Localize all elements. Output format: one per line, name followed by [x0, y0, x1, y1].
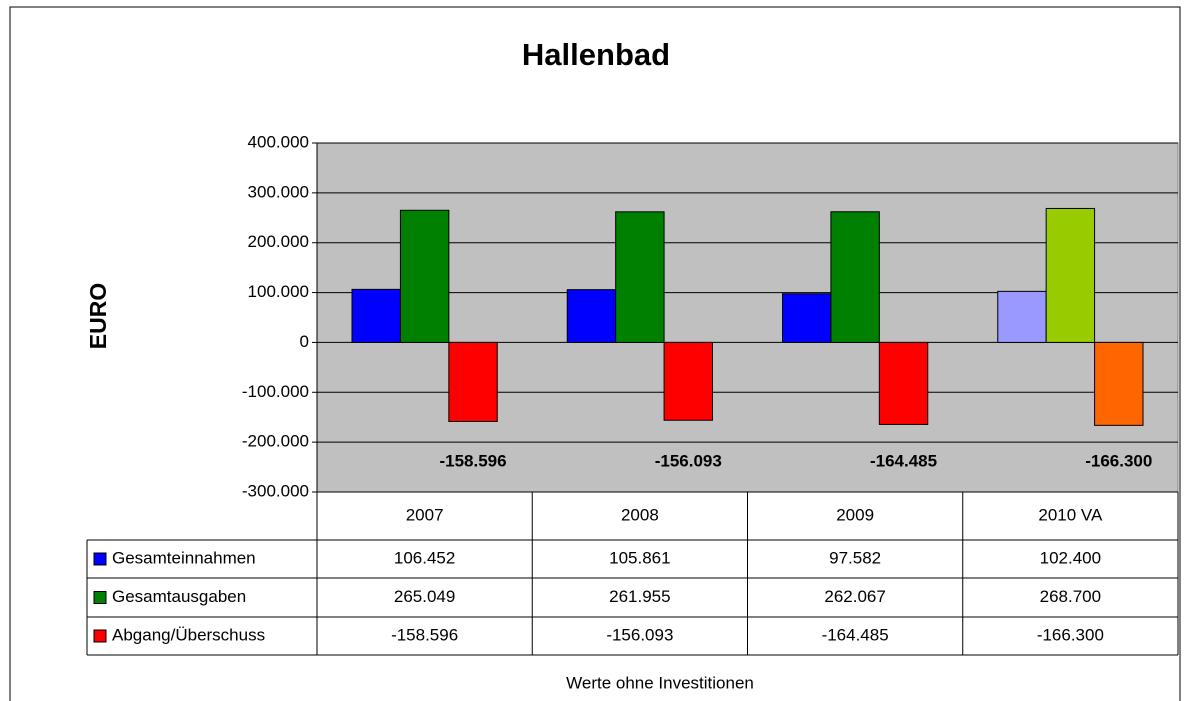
- table-value: 105.861: [609, 548, 670, 567]
- legend-label: Gesamtausgaben: [112, 587, 246, 606]
- table-value: -164.485: [822, 625, 889, 644]
- bar: [663, 341, 713, 421]
- x-tick-label: 2010 VA: [1038, 505, 1103, 524]
- table-value: 265.049: [394, 587, 455, 606]
- table-value: 268.700: [1040, 587, 1101, 606]
- y-axis-label: EURO: [85, 283, 111, 349]
- table-value: 261.955: [609, 587, 670, 606]
- y-tick-label: -200.000: [242, 432, 309, 451]
- table-value: 262.067: [824, 587, 885, 606]
- data-label: -166.300: [1085, 451, 1152, 470]
- x-tick-label: 2008: [621, 505, 659, 524]
- table-value: -156.093: [606, 625, 673, 644]
- bar: [1094, 341, 1144, 426]
- bar: [782, 293, 832, 343]
- chart-title: Hallenbad: [522, 37, 670, 72]
- legend-label: Gesamteinnahmen: [112, 548, 256, 567]
- data-label: -158.596: [439, 451, 506, 470]
- bar: [1045, 207, 1096, 343]
- table-value: -158.596: [391, 625, 458, 644]
- legend-label: Abgang/Überschuss: [112, 625, 265, 644]
- y-tick-label: 300.000: [248, 182, 309, 201]
- y-tick-label: 200.000: [248, 232, 309, 251]
- legend-key: [93, 552, 107, 566]
- x-axis-label: Werte ohne Investitionen: [566, 673, 754, 692]
- bar: [878, 341, 929, 425]
- bar: [566, 289, 617, 343]
- legend-key: [93, 591, 107, 604]
- y-tick-label: -100.000: [242, 382, 309, 401]
- bar: [615, 211, 665, 343]
- bar: [448, 341, 498, 422]
- bar: [830, 211, 880, 343]
- table-value: 102.400: [1040, 548, 1101, 567]
- table-value: 106.452: [394, 548, 455, 567]
- y-tick-label: 400.000: [248, 132, 309, 151]
- data-label: -164.485: [870, 451, 937, 470]
- y-tick-label: -300.000: [242, 481, 309, 500]
- bar: [997, 290, 1047, 343]
- x-tick-label: 2007: [406, 505, 444, 524]
- y-tick-label: 100.000: [248, 282, 309, 301]
- table-value: 97.582: [829, 548, 881, 567]
- table-value: -166.300: [1037, 625, 1104, 644]
- y-tick-label: 0: [300, 332, 309, 351]
- data-label: -156.093: [655, 451, 722, 470]
- bar: [399, 209, 450, 343]
- bar: [351, 288, 401, 343]
- legend-key: [93, 629, 107, 643]
- chart-frame: [9, 6, 1181, 701]
- x-tick-label: 2009: [836, 505, 874, 524]
